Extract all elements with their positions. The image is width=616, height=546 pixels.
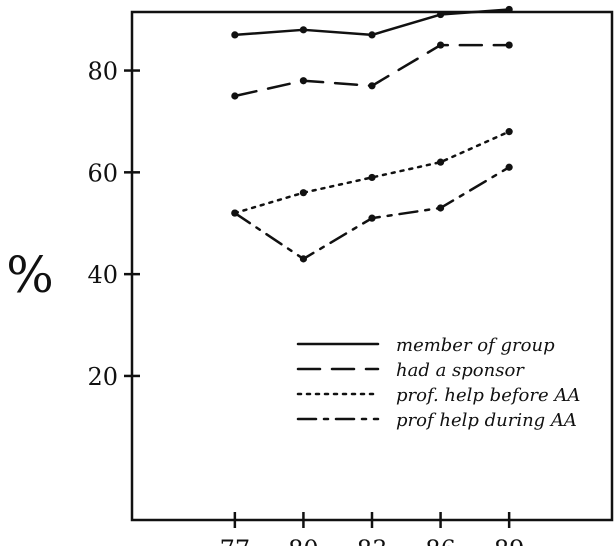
legend-label-2: prof. help before AA (396, 385, 580, 406)
series-3-point-0 (231, 209, 239, 217)
x-tick-label-89: 89 (494, 536, 525, 546)
y-tick-label-60: 60 (87, 159, 118, 187)
series-0-point-2 (368, 31, 376, 39)
x-axis: 77 80 83 86 89 (220, 512, 525, 546)
series-line-0 (233, 8, 511, 37)
series-2-point-4 (505, 128, 513, 136)
legend-label-0: member of group (396, 335, 555, 356)
y-tick-label-20: 20 (87, 363, 118, 391)
series-3-point-4 (505, 163, 513, 171)
y-axis: 20 40 60 80 (87, 58, 140, 391)
series-line-2 (233, 130, 511, 215)
series-1-point-4 (505, 41, 513, 49)
legend: member of group had a sponsor prof. help b… (296, 335, 580, 431)
series-3-point-2 (368, 214, 376, 222)
series-0-point-4 (505, 5, 513, 14)
y-axis-label: % (6, 246, 54, 304)
series-1-point-1 (299, 77, 308, 85)
x-tick-label-83: 83 (357, 536, 388, 546)
series-2-point-1 (299, 189, 308, 197)
legend-label-1: had a sponsor (396, 360, 525, 381)
x-tick-label-77: 77 (220, 536, 251, 546)
series-0-point-1 (299, 26, 308, 34)
series-2-point-2 (368, 173, 376, 182)
series-3-point-3 (436, 204, 445, 212)
series-1-point-2 (368, 82, 376, 90)
series-0-point-0 (231, 31, 239, 39)
series-0-point-3 (436, 10, 445, 19)
series-1-point-0 (231, 92, 239, 100)
series-3-point-1 (299, 255, 308, 263)
x-tick-label-86: 86 (425, 536, 456, 546)
x-tick-label-80: 80 (288, 536, 319, 546)
series-lines (231, 5, 513, 263)
y-tick-label-40: 40 (87, 261, 118, 289)
legend-label-3: prof help during AA (396, 410, 577, 431)
series-2-point-3 (436, 158, 445, 166)
series-1-point-3 (436, 41, 445, 49)
y-tick-label-80: 80 (87, 58, 118, 86)
